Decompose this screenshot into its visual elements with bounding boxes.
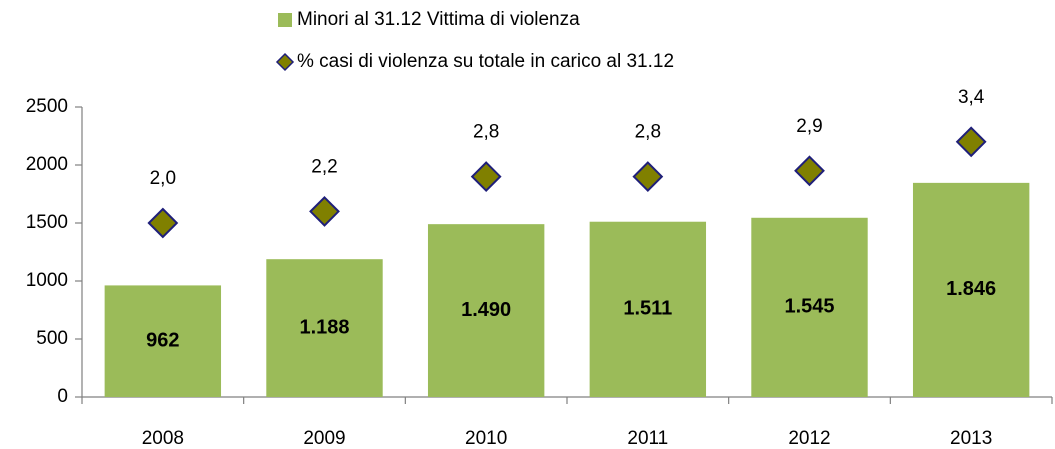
point-value-label: 2,0 — [150, 168, 176, 189]
bar-value-label: 1.511 — [623, 298, 672, 320]
bar-value-label: 1.846 — [946, 278, 996, 300]
legend-swatch — [275, 52, 295, 72]
y-tick-label: 1000 — [26, 270, 68, 291]
y-tick-label: 2500 — [26, 96, 68, 117]
x-tick-label: 2009 — [303, 428, 345, 449]
diamond-marker — [470, 161, 502, 193]
x-tick-label: 2008 — [142, 428, 184, 449]
y-tick-label: 1500 — [26, 212, 68, 233]
point-value-label: 2,8 — [635, 122, 661, 143]
diamond-marker — [794, 155, 825, 187]
point-value-label: 2,9 — [796, 116, 822, 137]
bar — [589, 221, 707, 397]
y-tick-label: 0 — [57, 386, 68, 407]
bar — [751, 217, 868, 397]
bar — [912, 182, 1030, 397]
point-value-label: 2,8 — [473, 122, 499, 143]
legend-label: % casi di violenza su totale in carico a… — [297, 51, 674, 72]
x-tick-label: 2012 — [788, 428, 830, 449]
bar-value-label: 1.545 — [784, 296, 834, 318]
bar — [104, 285, 222, 397]
y-tick-label: 2000 — [26, 154, 68, 175]
point-value-label: 2,2 — [311, 156, 337, 177]
bar-value-label: 1.188 — [299, 316, 349, 338]
x-tick-label: 2010 — [465, 428, 507, 449]
x-tick-label: 2013 — [950, 428, 992, 449]
diamond-marker — [955, 126, 987, 158]
legend-label: Minori al 31.12 Vittima di violenza — [297, 9, 580, 30]
x-tick-label: 2011 — [627, 428, 668, 449]
legend-swatch — [278, 13, 292, 27]
bar — [266, 259, 383, 397]
bar — [427, 224, 545, 397]
point-value-label: 3,4 — [958, 87, 985, 108]
diamond-marker — [147, 207, 179, 239]
diamond-marker — [632, 161, 664, 193]
y-tick-label: 500 — [36, 328, 68, 349]
bar-value-label: 962 — [146, 329, 179, 351]
bar-value-label: 1.490 — [461, 299, 511, 321]
diamond-marker — [309, 195, 340, 227]
